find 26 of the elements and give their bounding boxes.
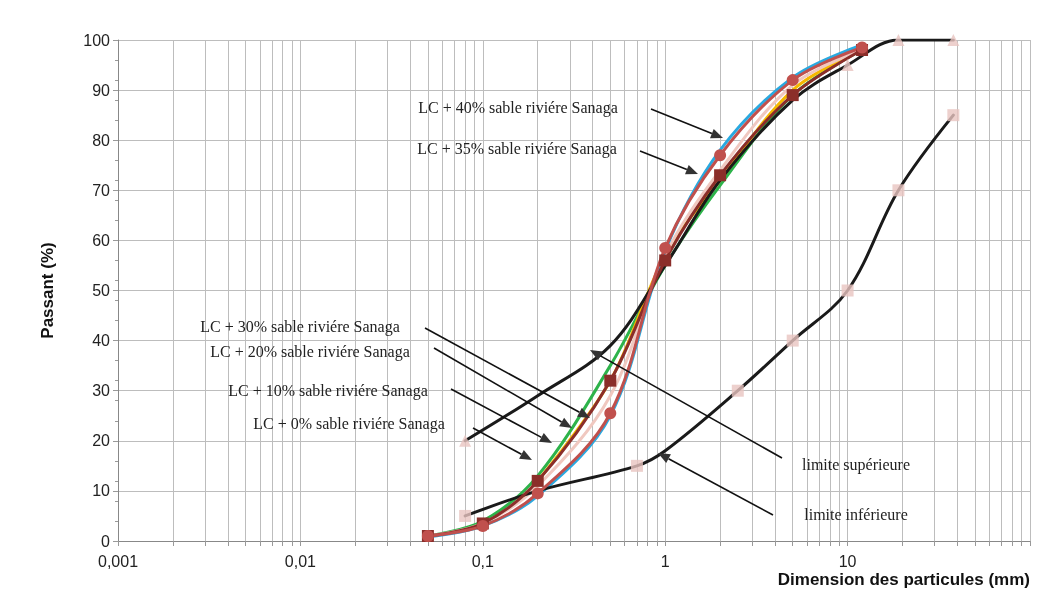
y-tick-label: 80 [92,131,111,149]
x-tick-label: 10 [838,552,857,570]
annotation: LC + 40% sable riviére Sanaga [418,98,618,117]
x-tick-label: 0,01 [284,552,317,570]
x-axis-title: Dimension des particules (mm) [777,570,1030,589]
x-tick-label: 0,1 [471,552,495,570]
y-axis-title: Passant (%) [38,242,57,339]
annotation: LC + 20% sable riviére Sanaga [210,342,410,361]
annotation: LC + 0% sable riviére Sanaga [253,414,445,433]
y-tick-label: 10 [92,482,111,500]
y-tick-label: 40 [92,332,111,350]
y-tick-label: 30 [92,382,111,400]
y-tick-label: 100 [83,31,111,49]
y-tick-label: 50 [92,282,111,299]
annotation: limite supérieure [802,455,910,474]
y-tick-label: 0 [101,532,111,550]
annotation: LC + 30% sable riviére Sanaga [200,317,400,336]
y-tick-label: 90 [92,81,111,99]
y-tick-label: 60 [92,231,111,249]
x-tick-label: 1 [660,552,670,570]
annotation: LC + 10% sable riviére Sanaga [228,381,428,400]
y-tick-label: 20 [92,432,111,450]
annotation: limite inférieure [804,505,908,523]
x-tick-label: 0,001 [97,552,139,570]
annotation: LC + 35% sable riviére Sanaga [417,139,617,158]
y-tick-label: 70 [92,181,111,199]
